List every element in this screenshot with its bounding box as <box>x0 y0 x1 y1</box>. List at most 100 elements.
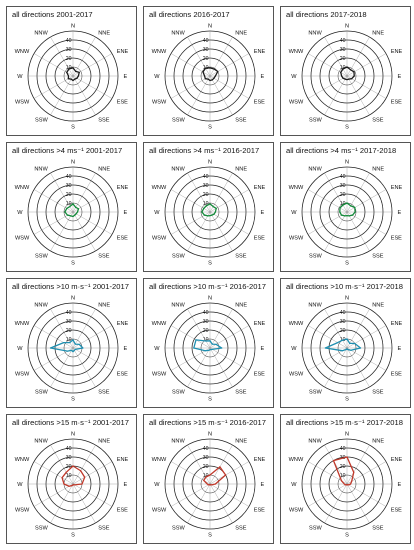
direction-label: N <box>208 296 212 302</box>
data-point <box>193 347 195 349</box>
grid-spoke <box>72 172 96 213</box>
grid-spoke <box>50 211 74 252</box>
grid-spoke <box>50 308 74 349</box>
data-point <box>350 349 352 351</box>
data-point <box>206 483 208 485</box>
chart-title: all directions >15 m·s⁻¹ 2017-2018 <box>286 418 403 427</box>
data-point <box>350 69 352 71</box>
grid-spoke <box>187 347 211 388</box>
ring-label: 10 <box>340 201 346 207</box>
data-point <box>68 485 70 487</box>
data-point <box>63 342 65 344</box>
data-point <box>195 339 197 341</box>
ring-label: 20 <box>66 328 72 334</box>
ring-label: 30 <box>340 47 346 53</box>
direction-label: W <box>154 346 160 352</box>
chart-title: all directions >15 m·s⁻¹ 2001-2017 <box>12 418 129 427</box>
grid-spoke <box>72 347 113 371</box>
chart-title: all directions >4 ms⁻¹ 2017-2018 <box>286 146 396 155</box>
direction-label: ENE <box>117 185 129 191</box>
direction-label: E <box>398 210 402 216</box>
data-point <box>341 339 344 341</box>
data-point <box>213 213 215 215</box>
data-point <box>353 75 355 77</box>
direction-label: W <box>154 74 160 80</box>
direction-label: SSE <box>235 254 246 260</box>
direction-label: ENE <box>117 49 129 55</box>
ring-label: 30 <box>66 183 72 189</box>
chart-title: all directions >4 ms⁻¹ 2016-2017 <box>149 146 259 155</box>
grid-spoke <box>307 325 348 349</box>
data-point <box>344 78 346 80</box>
data-point <box>64 211 66 213</box>
grid-spoke <box>346 347 370 388</box>
chart-title: all directions 2001-2017 <box>12 10 93 19</box>
data-point <box>77 75 79 77</box>
grid-spoke <box>346 211 387 235</box>
direction-label: E <box>124 346 128 352</box>
data-point <box>346 79 348 81</box>
direction-label: NNE <box>235 438 247 444</box>
grid-spoke <box>346 75 370 116</box>
data-point <box>215 207 217 209</box>
grid-spoke <box>324 75 348 116</box>
data-point <box>72 215 74 218</box>
direction-label: NNE <box>98 166 110 172</box>
direction-label: E <box>261 346 265 352</box>
direction-label: ESE <box>254 507 265 513</box>
direction-label: SSE <box>98 526 109 532</box>
grid-spoke <box>170 483 211 507</box>
direction-label: NNW <box>308 166 322 172</box>
wind-rose-chart: all directions >4 ms⁻¹ 2017-2018 10 20 30 40… <box>286 146 403 267</box>
grid-spoke <box>209 53 250 77</box>
ring-label: 10 <box>203 337 209 343</box>
data-point <box>208 349 210 351</box>
ring-label: 10 <box>340 65 346 71</box>
data-point <box>207 78 209 80</box>
data-point <box>210 348 212 351</box>
direction-label: ESE <box>391 371 402 377</box>
data-point <box>84 476 86 478</box>
grid-spoke <box>346 308 370 349</box>
data-point <box>61 477 63 479</box>
direction-label: ESE <box>391 507 402 513</box>
wind-rose-panel: all directions >10 m·s⁻¹ 2016-2017 10 20 30… <box>143 278 274 408</box>
data-point <box>77 208 80 210</box>
grid-spoke <box>209 172 233 213</box>
data-point <box>76 77 78 79</box>
direction-label: WSW <box>152 99 167 105</box>
data-point <box>346 202 348 204</box>
direction-label: SSW <box>35 118 48 124</box>
direction-label: S <box>71 125 75 131</box>
grid-spoke <box>307 75 348 99</box>
direction-label: SSW <box>35 254 48 260</box>
grid-spoke <box>324 211 348 252</box>
grid-spoke <box>72 483 113 507</box>
direction-label: NNE <box>98 438 110 444</box>
data-point <box>213 77 215 79</box>
direction-label: ENE <box>391 321 403 327</box>
direction-label: WSW <box>289 507 304 513</box>
direction-label: N <box>345 432 349 438</box>
data-point <box>346 456 348 458</box>
direction-label: E <box>261 74 265 80</box>
ring-label: 10 <box>66 201 72 207</box>
grid-spoke <box>209 347 250 371</box>
ring-label: 40 <box>340 38 346 44</box>
data-point <box>354 206 356 209</box>
direction-label: SSW <box>172 118 185 124</box>
direction-label: WNW <box>289 185 304 191</box>
data-point <box>210 484 213 486</box>
ring-label: 30 <box>340 183 346 189</box>
direction-label: ESE <box>117 99 128 105</box>
direction-label: W <box>154 210 160 216</box>
direction-label: WNW <box>289 457 304 463</box>
direction-label: ESE <box>117 235 128 241</box>
data-point <box>209 340 211 342</box>
direction-label: WNW <box>15 49 30 55</box>
data-point <box>339 207 341 209</box>
direction-label: N <box>71 296 75 302</box>
data-point <box>348 78 350 80</box>
direction-label: SSE <box>98 390 109 396</box>
data-point <box>75 70 77 72</box>
